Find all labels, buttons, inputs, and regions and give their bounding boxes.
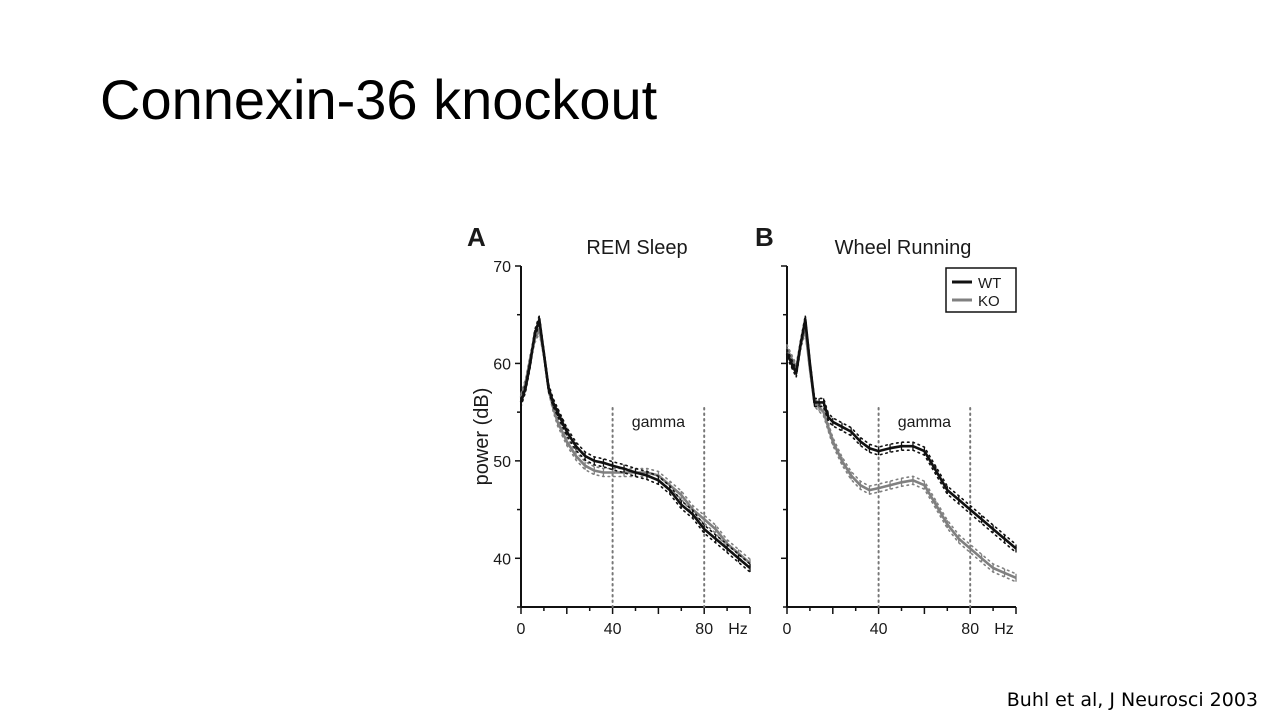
x-tick-label: 40	[870, 621, 888, 638]
y-tick-label: 70	[493, 259, 511, 276]
x-tick-label: 80	[961, 621, 979, 638]
panel-label: A	[467, 222, 486, 252]
panel-b	[781, 265, 1017, 614]
y-tick-label: 40	[493, 551, 511, 568]
series-wt-line	[519, 318, 751, 569]
citation: Buhl et al, J Neurosci 2003	[1006, 689, 1258, 711]
series-ko-error-upper	[520, 322, 751, 560]
panel-title: Wheel Running	[835, 237, 972, 259]
slide-title: Connexin-36 knockout	[100, 68, 658, 131]
series-ko-error-lower	[786, 333, 1017, 583]
x-tick-label: 80	[695, 621, 713, 638]
x-tick-label: 0	[517, 621, 526, 638]
series-wt-error-upper	[520, 315, 751, 565]
y-tick-label: 60	[493, 356, 511, 373]
panel-label: B	[755, 222, 774, 252]
y-axis-label: power (dB)	[471, 388, 493, 486]
legend-label-ko: KO	[978, 293, 1000, 310]
legend-label-wt: WT	[978, 275, 1001, 292]
panel-title: REM Sleep	[586, 237, 687, 259]
x-tick-label: 40	[604, 621, 622, 638]
series-ko-line	[785, 328, 1017, 579]
x-tick-label: 0	[783, 621, 792, 638]
series-wt-error-upper	[786, 315, 1017, 546]
x-unit-label: Hz	[994, 621, 1014, 638]
legend-box	[945, 267, 1017, 313]
series-ko-error-upper	[786, 325, 1017, 575]
panel-a	[515, 265, 751, 614]
y-tick-label: 50	[493, 454, 511, 471]
gamma-label: gamma	[632, 414, 685, 431]
series-wt-error-lower	[520, 323, 751, 573]
gamma-label: gamma	[898, 414, 951, 431]
x-unit-label: Hz	[728, 621, 748, 638]
series-wt-error-lower	[786, 323, 1017, 554]
series-wt-line	[785, 318, 1017, 550]
